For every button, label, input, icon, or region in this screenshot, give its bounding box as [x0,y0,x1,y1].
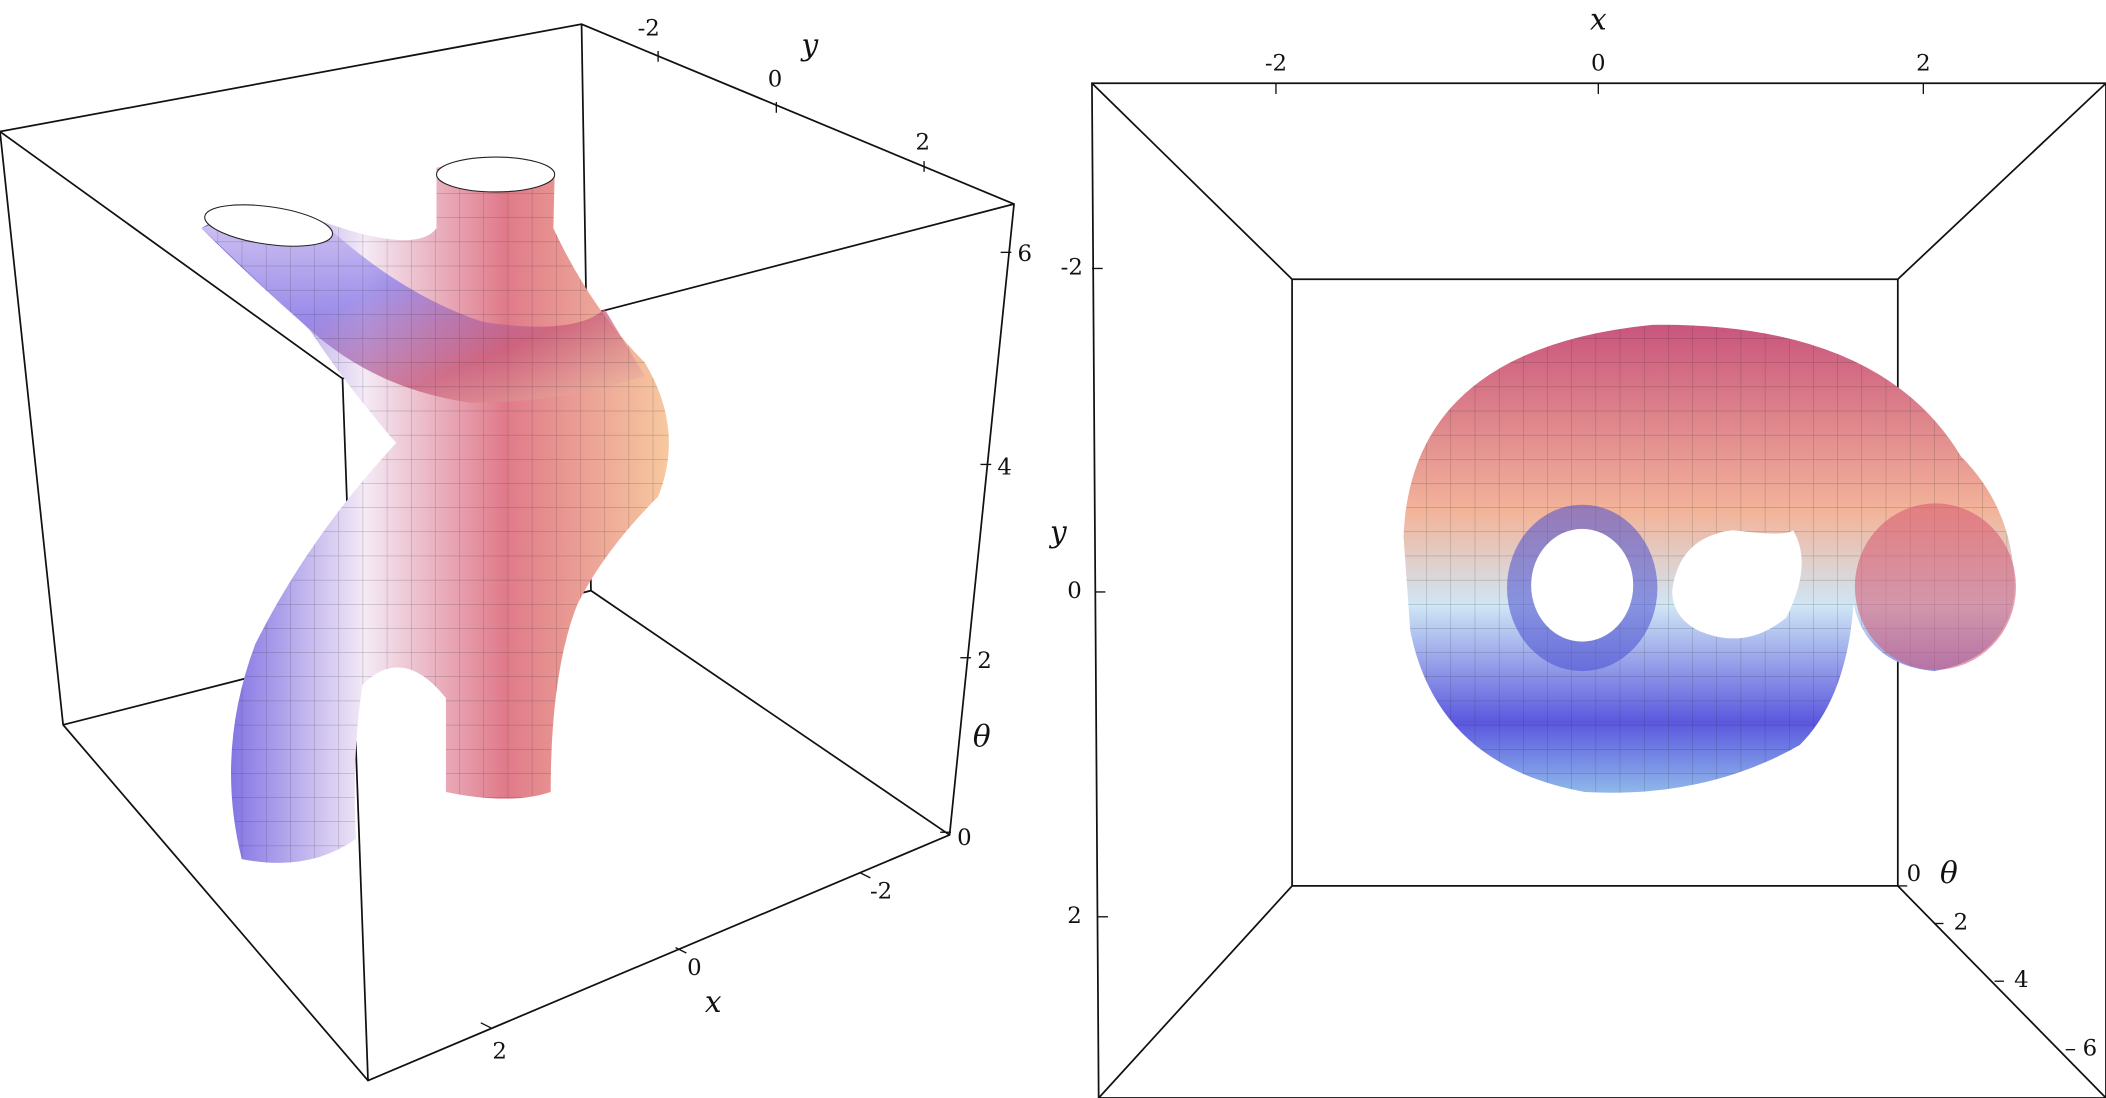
surface [201,156,669,863]
x-tick-label: 0 [1591,50,1606,76]
y-tick-label: -2 [1061,254,1083,280]
theta-tick-label: 4 [997,454,1012,480]
x-tick-label: 0 [687,955,702,981]
y-tick-label: 2 [915,130,930,156]
right-panel [1091,82,2106,1098]
y-tick-label: 2 [1067,903,1082,929]
surface [1403,324,2017,793]
theta-tick-label: 4 [2014,967,2029,993]
y-tick-label: 0 [768,67,783,93]
y-tick-label: 0 [1067,578,1082,604]
left-panel [0,23,1015,1082]
x-axis-label: x [705,985,722,1019]
theta-axis-label: θ [1940,856,1958,890]
x-tick-label: -2 [1265,50,1287,76]
tick-mark [480,1022,492,1029]
tick-mark [859,871,871,879]
x-axis-label: x [1590,2,1607,36]
theta-tick-label: 6 [1018,241,1033,267]
y-axis-label: y [1048,515,1067,549]
theta-tick-label: 6 [2083,1036,2098,1062]
theta-tick-label: 2 [1954,910,1969,936]
x-tick-label: 2 [1916,50,1931,76]
x-tick-label: -2 [870,879,892,905]
x-tick-label: 2 [492,1038,507,1064]
tick-mark [675,947,687,954]
y-tick-label: -2 [638,16,660,42]
y-axis-label: y [800,28,819,62]
theta-tick-label: 2 [977,648,992,674]
theta-tick-label: 0 [1907,861,1922,887]
theta-tick-label: 0 [957,825,972,851]
theta-axis-label: θ [973,719,991,753]
